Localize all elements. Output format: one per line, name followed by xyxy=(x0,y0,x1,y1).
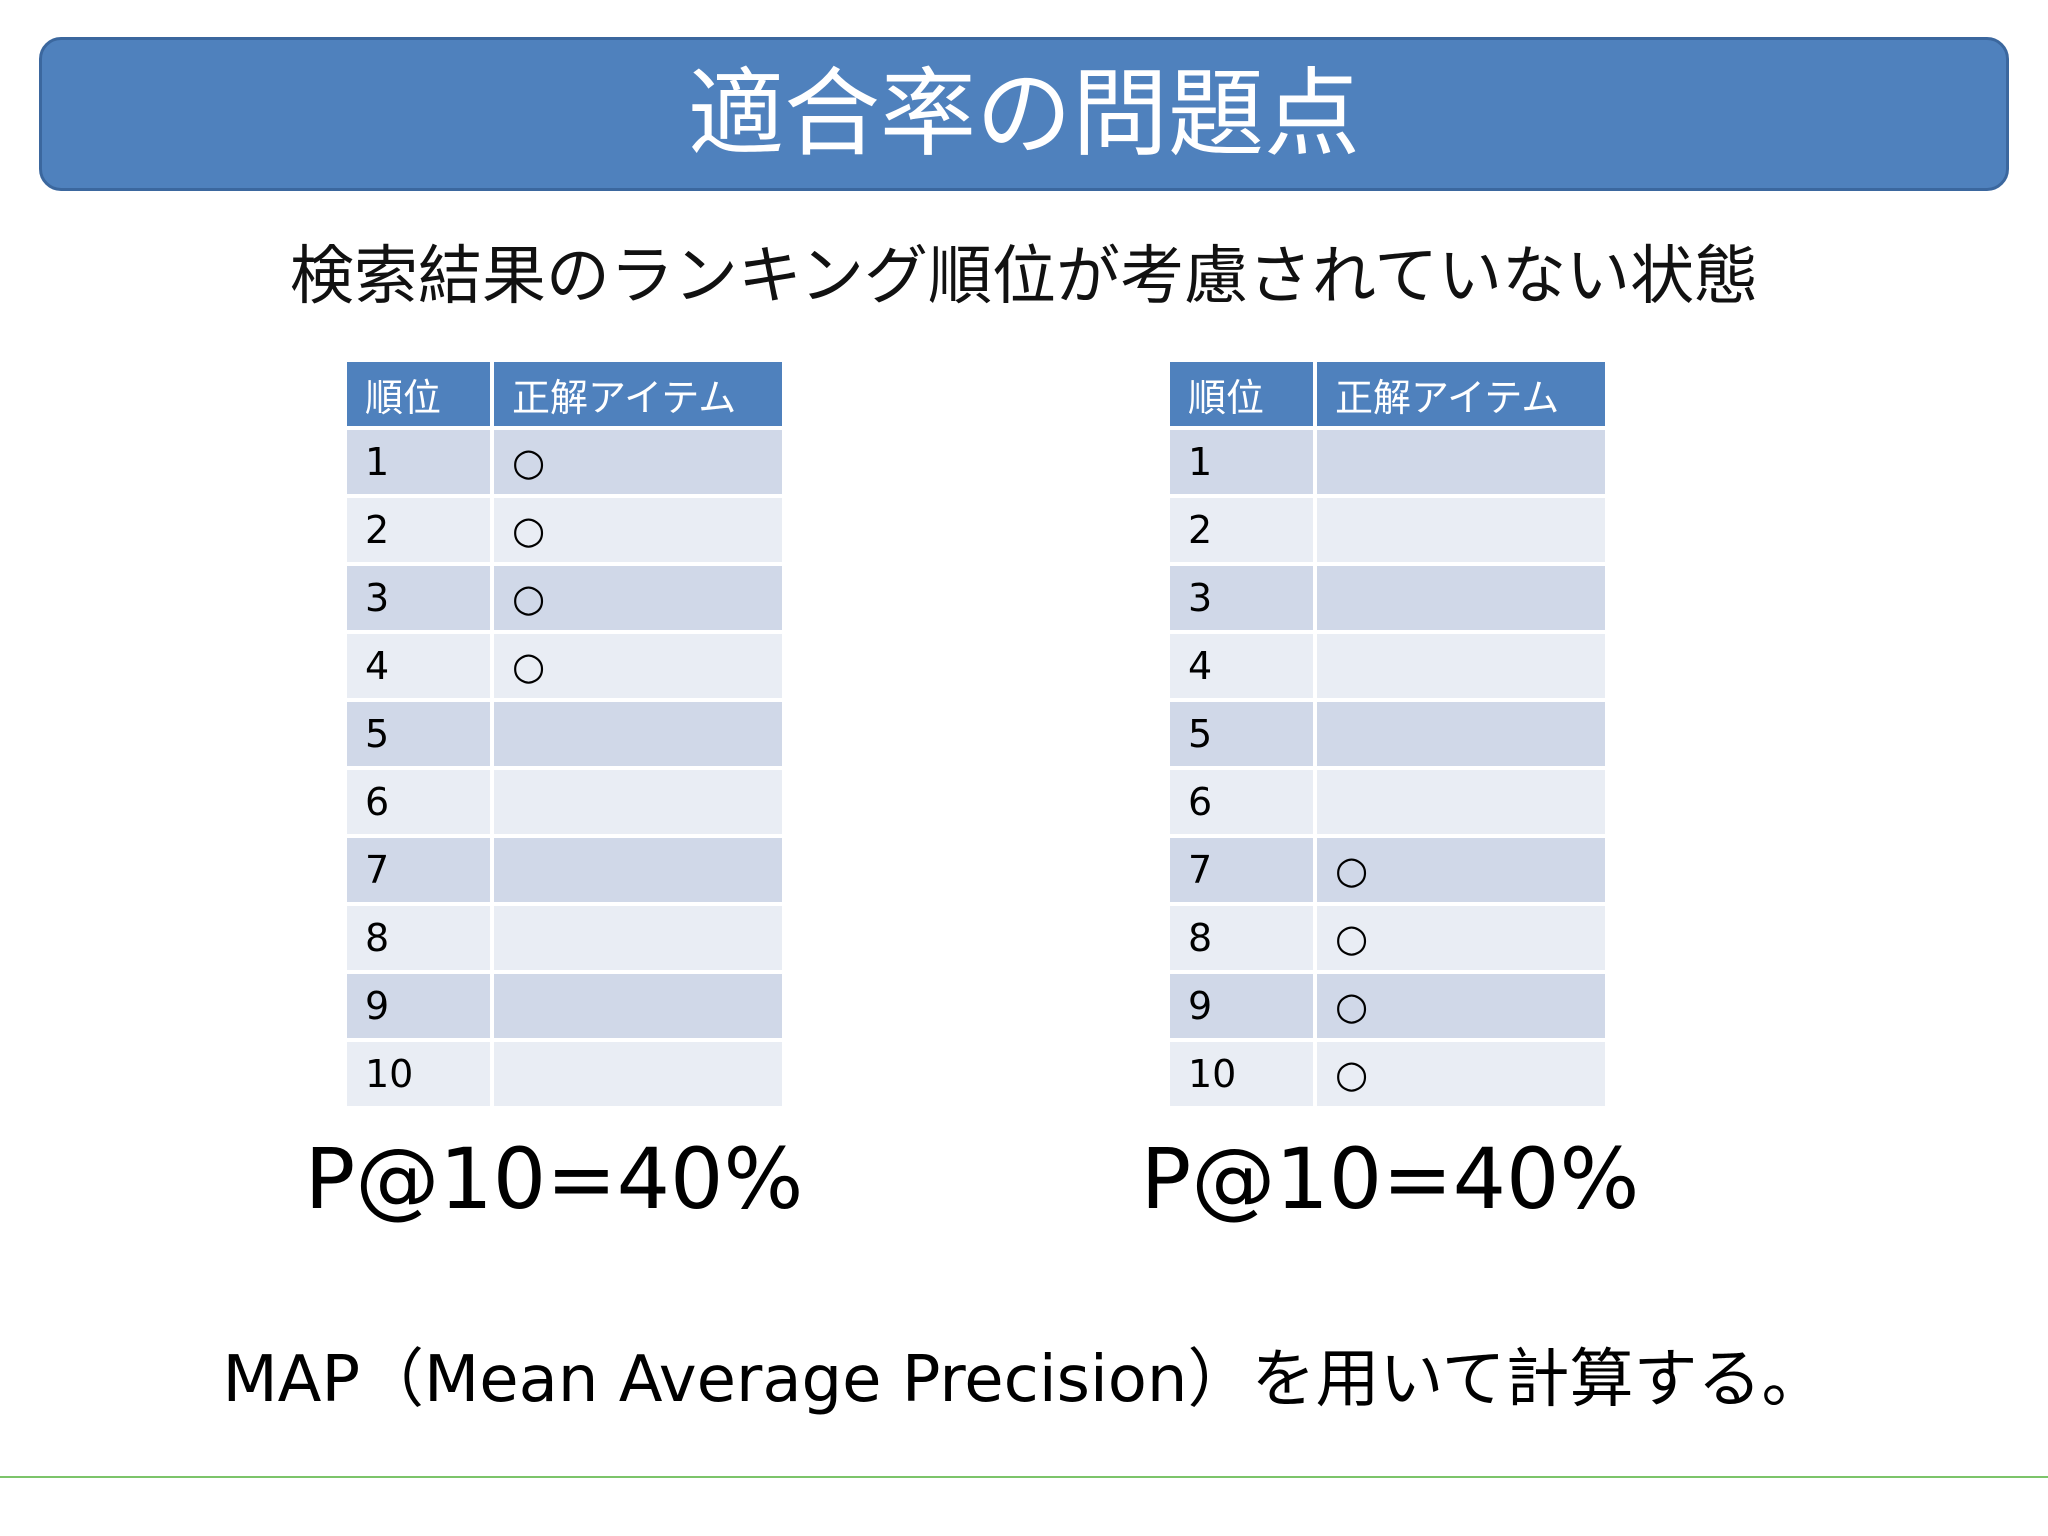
cell: ○ xyxy=(494,566,782,630)
cell xyxy=(494,770,782,834)
precision-caption: P@10=40% xyxy=(304,1130,804,1228)
subtitle: 検索結果のランキング順位が考慮されていない状態 xyxy=(289,240,1759,314)
row: 8 ○ xyxy=(1170,906,1605,970)
row: 10 ○ xyxy=(1170,1042,1605,1106)
cell xyxy=(494,1042,782,1106)
precision-caption: P@10=40% xyxy=(1140,1130,1640,1228)
title: 適合率の問題点 xyxy=(688,58,1360,170)
cell: 6 xyxy=(347,770,490,834)
cell: 3 xyxy=(347,566,490,630)
row: 6 xyxy=(347,770,782,834)
row: 4 ○ xyxy=(347,634,782,698)
cell: 4 xyxy=(347,634,490,698)
row: 9 xyxy=(347,974,782,1038)
bottom-line xyxy=(0,1476,2048,1478)
cell: ○ xyxy=(494,430,782,494)
header-cell: 順位 xyxy=(1170,362,1313,426)
cell: 1 xyxy=(1170,430,1313,494)
cell xyxy=(1317,770,1605,834)
row: 7 ○ xyxy=(1170,838,1605,902)
cell: 7 xyxy=(1170,838,1313,902)
row: 5 xyxy=(347,702,782,766)
row: 1 xyxy=(1170,430,1605,494)
cell: 8 xyxy=(347,906,490,970)
row: 2 xyxy=(1170,498,1605,562)
header-row: 順位 正解アイテム xyxy=(1170,362,1605,426)
cell xyxy=(494,906,782,970)
cell: 5 xyxy=(1170,702,1313,766)
cell: 3 xyxy=(1170,566,1313,630)
cell: 10 xyxy=(347,1042,490,1106)
cell xyxy=(1317,430,1605,494)
cell: ○ xyxy=(1317,838,1605,902)
cell: 1 xyxy=(347,430,490,494)
cell: 10 xyxy=(1170,1042,1313,1106)
cell xyxy=(1317,634,1605,698)
cell: 7 xyxy=(347,838,490,902)
row: 10 xyxy=(347,1042,782,1106)
row: 3 xyxy=(1170,566,1605,630)
header-row: 順位 正解アイテム xyxy=(347,362,782,426)
cell xyxy=(494,974,782,1038)
row: 1 ○ xyxy=(347,430,782,494)
row: 6 xyxy=(1170,770,1605,834)
cell: 9 xyxy=(1170,974,1313,1038)
cell: 4 xyxy=(1170,634,1313,698)
cell: 8 xyxy=(1170,906,1313,970)
cell: 2 xyxy=(1170,498,1313,562)
cell: 5 xyxy=(347,702,490,766)
header-cell: 正解アイテム xyxy=(494,362,782,426)
cell xyxy=(1317,566,1605,630)
cell: ○ xyxy=(1317,1042,1605,1106)
header-cell: 順位 xyxy=(347,362,490,426)
cell: 6 xyxy=(1170,770,1313,834)
cell xyxy=(494,838,782,902)
row: 4 xyxy=(1170,634,1605,698)
cell xyxy=(1317,702,1605,766)
cell: 9 xyxy=(347,974,490,1038)
row: 8 xyxy=(347,906,782,970)
table: 順位 正解アイテム 1 ○ 2 ○ 3 ○ 4 ○ 5 6 7 8 9 10 xyxy=(343,358,786,1110)
cell: ○ xyxy=(1317,974,1605,1038)
cell: 2 xyxy=(347,498,490,562)
cell xyxy=(1317,498,1605,562)
row: 3 ○ xyxy=(347,566,782,630)
table: 順位 正解アイテム 1 2 3 4 5 6 7 ○ 8 ○ 9 ○ 10 ○ xyxy=(1166,358,1609,1110)
cell: ○ xyxy=(1317,906,1605,970)
row: 9 ○ xyxy=(1170,974,1605,1038)
row: 7 xyxy=(347,838,782,902)
cell xyxy=(494,702,782,766)
header-cell: 正解アイテム xyxy=(1317,362,1605,426)
cell: ○ xyxy=(494,498,782,562)
row: 2 ○ xyxy=(347,498,782,562)
cell: ○ xyxy=(494,634,782,698)
footer-text: MAP（Mean Average Precision）を用いて計算する。 xyxy=(222,1343,1826,1417)
title-bar: 適合率の問題点 xyxy=(39,37,2009,191)
row: 5 xyxy=(1170,702,1605,766)
